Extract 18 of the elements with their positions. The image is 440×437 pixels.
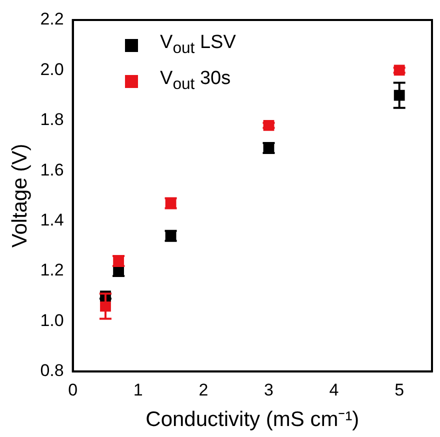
y-tick-label: 1.2: [40, 260, 64, 280]
x-tick-label: 2: [198, 380, 208, 400]
x-tick-label: 0: [68, 380, 78, 400]
y-tick-label: 1.6: [40, 160, 64, 180]
y-tick-label: 1.0: [40, 310, 64, 330]
legend-label: V$_{out}$ 30s: [160, 66, 231, 95]
x-tick-label: 1: [133, 380, 143, 400]
y-tick-label: 0.8: [40, 361, 64, 380]
y-tick-label: 1.8: [40, 110, 64, 130]
legend-label: V$_{out}$ LSV: [160, 31, 236, 59]
y-axis-title: Voltage (V): [8, 144, 32, 248]
y-tick-label: 1.4: [40, 210, 64, 230]
x-tick-label: 5: [394, 380, 404, 400]
y-tick-label: 2.2: [40, 10, 64, 29]
x-axis-title: Conductivity (mS cm⁻¹): [146, 408, 360, 432]
y-tick-label: 2.0: [40, 60, 64, 79]
x-tick-label: 3: [264, 380, 274, 400]
x-tick-label: 4: [329, 380, 339, 400]
